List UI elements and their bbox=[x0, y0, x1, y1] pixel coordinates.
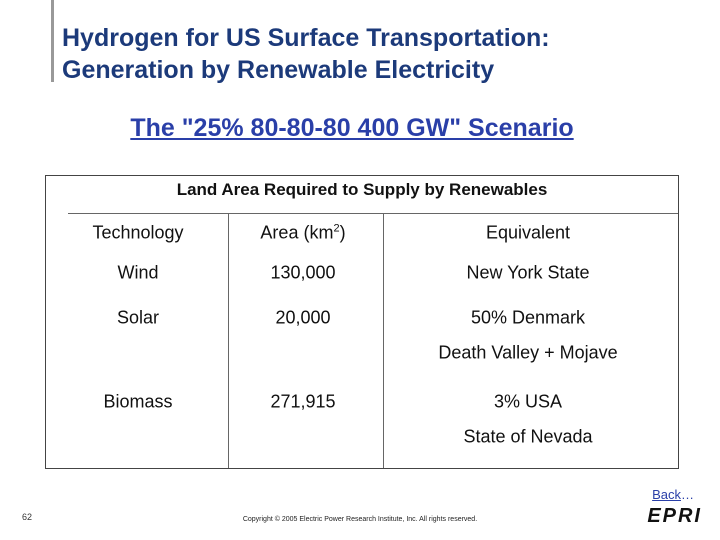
ellipsis: … bbox=[681, 487, 694, 502]
column-header: Technology bbox=[92, 222, 184, 243]
copyright: Copyright © 2005 Electric Power Research… bbox=[242, 516, 478, 523]
header-text: ) bbox=[339, 222, 346, 243]
table-cell: New York State bbox=[466, 262, 590, 283]
table-frame bbox=[45, 175, 679, 469]
table-cell: Biomass bbox=[103, 391, 173, 412]
table-cell-note: Death Valley + Mojave bbox=[438, 342, 618, 363]
back-link: Back… bbox=[652, 487, 694, 502]
table-rule bbox=[383, 213, 384, 468]
table-cell: 130,000 bbox=[270, 262, 336, 283]
title-line: Generation by Renewable Electricity bbox=[62, 56, 495, 84]
table-cell-note: State of Nevada bbox=[463, 426, 593, 447]
table-cell: 20,000 bbox=[275, 307, 331, 328]
page-number: 62 bbox=[22, 512, 33, 522]
column-header: Area (km2) bbox=[260, 223, 345, 244]
title-bar bbox=[51, 0, 54, 82]
table-cell: 271,915 bbox=[270, 391, 336, 412]
table-cell: Wind bbox=[117, 262, 159, 283]
table-cell: Solar bbox=[116, 307, 160, 328]
subtitle: The "25% 80-80-80 400 GW" Scenario bbox=[130, 114, 574, 142]
table-title: Land Area Required to Supply by Renewabl… bbox=[176, 180, 548, 199]
table-cell: 3% USA bbox=[493, 391, 563, 412]
title: Hydrogen for US Surface Transportation: … bbox=[62, 22, 550, 86]
header-text: Area (km bbox=[260, 222, 334, 243]
header-sup: 2 bbox=[333, 222, 340, 235]
table-rule bbox=[68, 213, 678, 214]
table-cell: 50% Denmark bbox=[470, 307, 586, 328]
title-line: Hydrogen for US Surface Transportation: bbox=[62, 24, 550, 52]
column-header: Equivalent bbox=[485, 222, 571, 243]
back[interactable]: Back bbox=[652, 487, 681, 502]
logo: EPRI bbox=[647, 505, 702, 527]
table-rule bbox=[228, 213, 229, 468]
